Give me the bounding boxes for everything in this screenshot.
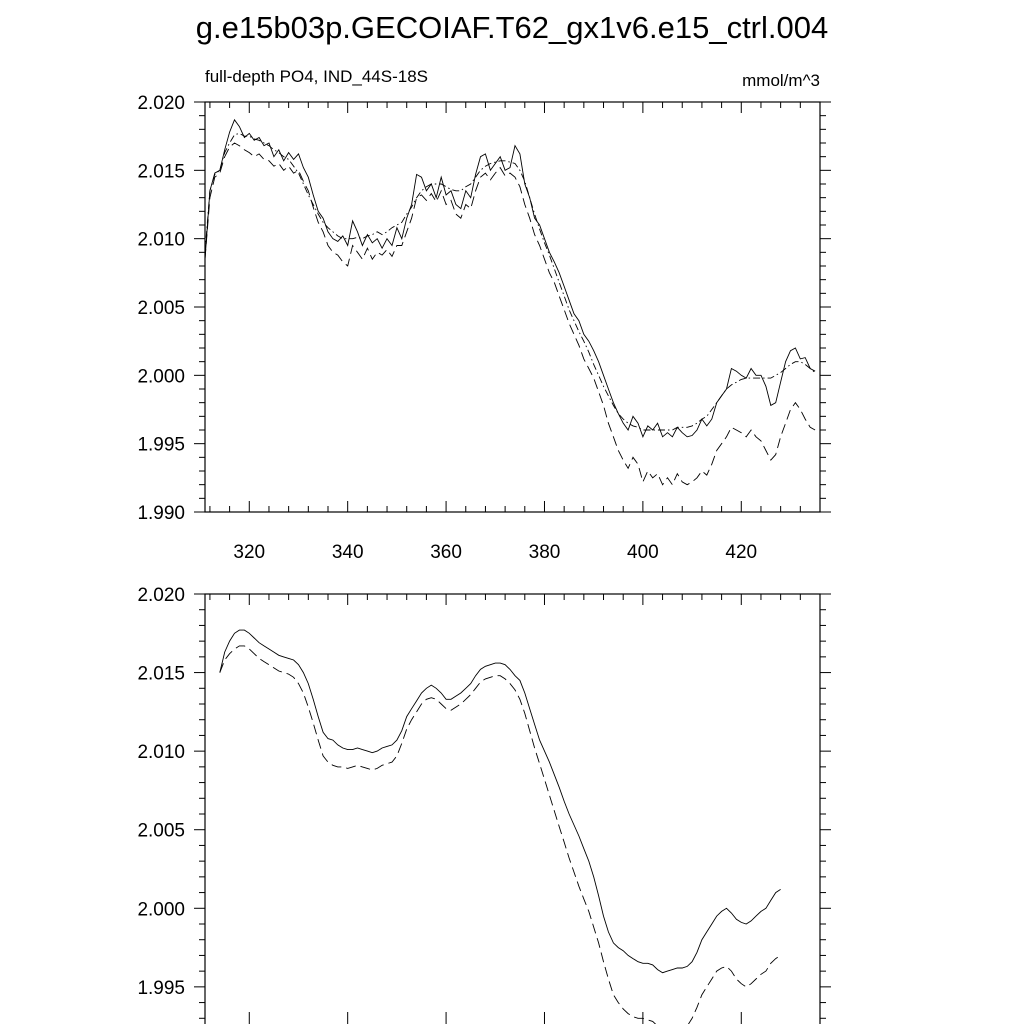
- y-tick-label: 1.995: [137, 435, 185, 456]
- x-tick-label: 340: [332, 542, 364, 563]
- x-tick-label: 360: [430, 542, 462, 563]
- y-tick-label: 2.005: [137, 821, 185, 842]
- figure-title: g.e15b03p.GECOIAF.T62_gx1v6.e15_ctrl.004: [196, 10, 828, 45]
- y-tick-label: 2.020: [137, 93, 185, 114]
- top-panel-units: mmol/m^3: [742, 71, 820, 90]
- series-line-solid: [205, 118, 816, 438]
- x-tick-label: 320: [233, 542, 265, 563]
- y-tick-label: 2.010: [137, 230, 185, 251]
- y-tick-label: 2.000: [137, 366, 185, 387]
- y-tick-label: 2.005: [137, 298, 185, 319]
- x-tick-label: 400: [627, 542, 659, 563]
- series-line-solid: [219, 629, 781, 974]
- top-panel-plot-area: [205, 118, 816, 486]
- y-tick-label: 2.015: [137, 161, 185, 182]
- series-line-dash-dot: [205, 132, 816, 431]
- top-panel-tick-labels: 1.990 1.995 2.000 2.005 2.010 2.015 2.020 320 34…: [137, 93, 757, 563]
- top-panel-subtitle: full-depth PO4, IND_44S-18S: [205, 67, 428, 86]
- y-tick-label: 2.010: [137, 742, 185, 763]
- top-panel-ticks: [194, 101, 831, 513]
- bottom-panel-frame: [204, 593, 821, 1024]
- top-panel: full-depth PO4, IND_44S-18S mmol/m^3 1.9…: [137, 67, 831, 563]
- y-tick-label: 2.000: [137, 899, 185, 920]
- y-tick-label: 1.990: [137, 503, 185, 524]
- x-tick-label: 420: [725, 542, 757, 563]
- bottom-panel-ticks: [194, 593, 831, 1024]
- bottom-panel-tick-labels: 1.995 2.000 2.005 2.010 2.015 2.020: [137, 585, 185, 999]
- y-tick-label: 1.995: [137, 978, 185, 999]
- top-panel-frame: [204, 101, 821, 513]
- bottom-panel-plot-area: [219, 629, 781, 1024]
- series-line-dashed: [205, 142, 816, 486]
- bottom-panel: 1.995 2.000 2.005 2.010 2.015 2.020: [137, 585, 831, 1024]
- y-tick-label: 2.020: [137, 585, 185, 606]
- series-line-dashed: [219, 645, 781, 1024]
- y-tick-label: 2.015: [137, 664, 185, 685]
- x-tick-label: 380: [529, 542, 561, 563]
